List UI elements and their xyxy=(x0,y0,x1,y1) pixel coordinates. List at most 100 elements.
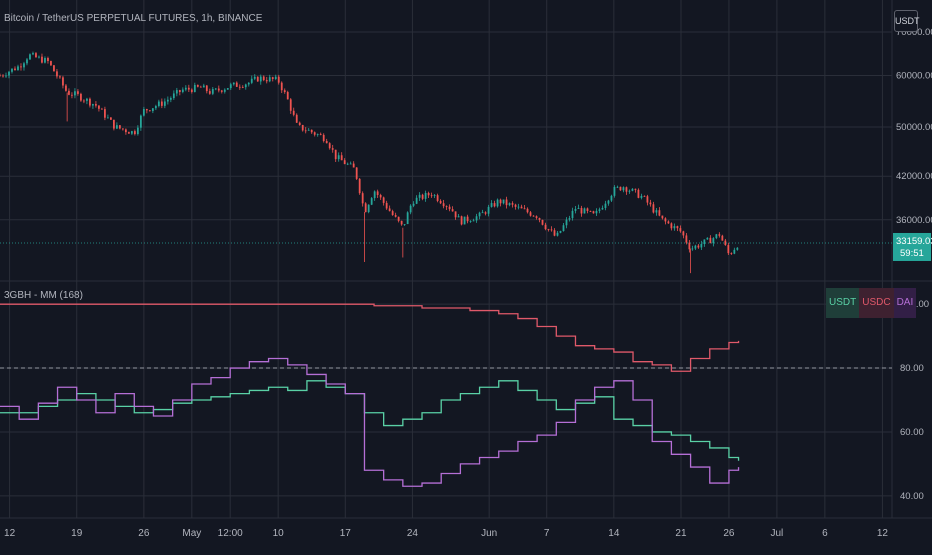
candle-body xyxy=(587,208,589,211)
candle-body xyxy=(242,87,244,88)
candle-body xyxy=(509,203,511,205)
candle-body xyxy=(8,72,10,76)
x-tick-label: 24 xyxy=(407,528,419,539)
candle-body xyxy=(44,58,46,63)
candle-body xyxy=(257,77,259,82)
candle-body xyxy=(413,204,415,206)
candle-body xyxy=(404,224,406,225)
candle-body xyxy=(26,59,28,63)
price-tick-label: 42000.00 xyxy=(896,171,932,182)
candle-body xyxy=(23,63,25,67)
candle-body xyxy=(593,211,595,213)
legend-usdc[interactable]: USDC xyxy=(859,288,893,318)
candle-body xyxy=(518,207,520,208)
candle-body xyxy=(119,125,121,128)
candle-body xyxy=(536,216,538,218)
candle-body xyxy=(200,87,202,88)
price-tick-label: 36000.00 xyxy=(896,215,932,226)
candle-body xyxy=(715,234,717,238)
candle-body xyxy=(524,208,526,209)
candle-body xyxy=(50,61,52,65)
candle-body xyxy=(191,90,193,92)
candle-body xyxy=(650,203,652,205)
candle-body xyxy=(566,220,568,226)
candle-body xyxy=(647,196,649,202)
candle-body xyxy=(473,220,475,221)
candle-body xyxy=(356,168,358,179)
candle-body xyxy=(233,83,235,85)
candle-body xyxy=(62,77,64,85)
candle-body xyxy=(479,213,481,217)
candle-body xyxy=(688,243,690,250)
indicator-tick-label: 80.00 xyxy=(900,363,924,374)
candle-body xyxy=(736,248,738,250)
candle-body xyxy=(569,218,571,219)
candle-body xyxy=(179,90,181,92)
x-tick-label: 19 xyxy=(71,528,83,539)
candle-body xyxy=(164,101,166,105)
price-countdown: 59:51 xyxy=(900,248,924,259)
candle-body xyxy=(383,197,385,202)
candle-body xyxy=(326,141,328,143)
candle-body xyxy=(665,218,667,221)
candle-body xyxy=(41,57,43,63)
candle-body xyxy=(443,203,445,206)
candle-body xyxy=(458,216,460,217)
candle-body xyxy=(515,205,517,207)
candle-body xyxy=(215,89,217,90)
candle-body xyxy=(614,187,616,196)
currency-button[interactable]: USDT xyxy=(894,10,918,32)
candle-body xyxy=(152,108,154,111)
candle-body xyxy=(212,89,214,94)
candle-body xyxy=(730,253,732,254)
candle-body xyxy=(11,69,13,72)
legend-dai[interactable]: DAI xyxy=(894,288,917,318)
candle-body xyxy=(497,200,499,207)
candle-body xyxy=(629,191,631,192)
candle-body xyxy=(2,76,4,77)
candle-body xyxy=(299,123,301,125)
candle-body xyxy=(644,196,646,197)
candle-body xyxy=(287,92,289,99)
candle-body xyxy=(329,143,331,148)
candle-body xyxy=(533,216,535,217)
candle-body xyxy=(527,209,529,212)
indicator-title: 3GBH - MM (168) xyxy=(4,290,83,301)
x-tick-label: 7 xyxy=(544,528,550,539)
candle-body xyxy=(572,211,574,218)
legend-usdt[interactable]: USDT xyxy=(826,288,859,318)
x-tick-label: May xyxy=(182,528,201,539)
candle-body xyxy=(188,88,190,90)
candle-body xyxy=(218,89,220,91)
candle-body xyxy=(35,53,37,57)
candle-body xyxy=(377,191,379,195)
candle-body xyxy=(386,203,388,209)
candle-body xyxy=(38,57,40,58)
candle-body xyxy=(131,131,133,134)
candle-body xyxy=(371,198,373,205)
candle-body xyxy=(410,206,412,213)
price-tick-label: 50000.00 xyxy=(896,122,932,133)
candle-body xyxy=(68,91,70,95)
candle-body xyxy=(706,238,708,240)
candle-body xyxy=(554,230,556,235)
candle-body xyxy=(668,221,670,223)
candle-body xyxy=(344,160,346,164)
candle-body xyxy=(545,225,547,229)
candle-body xyxy=(416,198,418,204)
candle-body xyxy=(98,106,100,109)
candle-body xyxy=(260,77,262,82)
candle-body xyxy=(158,102,160,107)
candle-body xyxy=(137,128,139,134)
candle-body xyxy=(581,208,583,213)
candle-body xyxy=(167,100,169,102)
candle-body xyxy=(431,195,433,196)
candle-body xyxy=(170,98,172,100)
candle-body xyxy=(446,206,448,207)
candle-body xyxy=(101,109,103,110)
candle-body xyxy=(542,220,544,225)
candle-body xyxy=(281,83,283,91)
candle-body xyxy=(464,217,466,225)
